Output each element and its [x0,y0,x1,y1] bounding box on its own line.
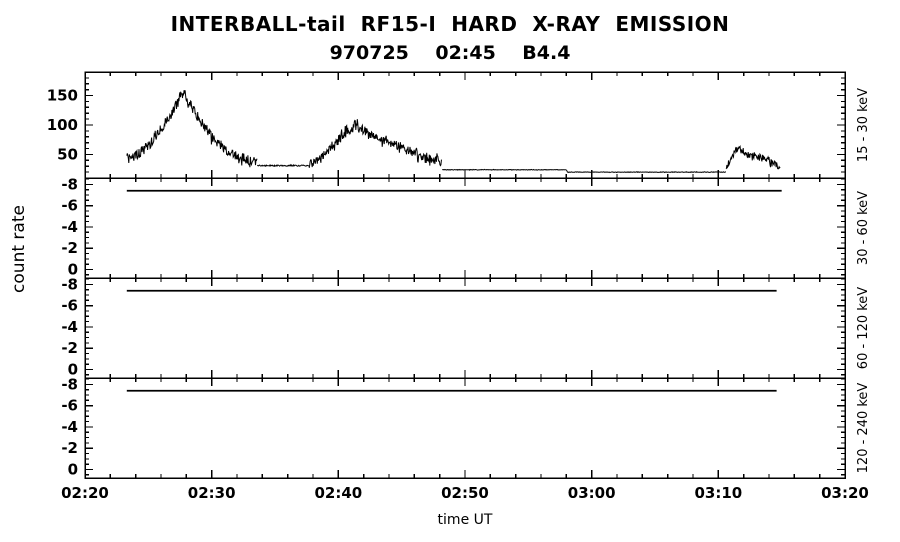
panel-unit-label-120-240keV: 120 - 240 keV [856,383,871,474]
y-tick-label: -8 [61,175,78,193]
x-tick-label: 02:20 [61,484,109,502]
panel-frame-15-30keV [84,71,846,179]
panel-frame-120-240keV [84,377,846,479]
y-tick-label: -4 [61,418,78,436]
y-tick-label: 0 [68,260,78,278]
x-tick-label: 02:40 [314,484,362,502]
x-tick-label: 02:30 [188,484,236,502]
y-tick-label: 100 [47,116,78,134]
panel-frame-30-60keV [84,177,846,279]
x-tick-label: 03:10 [694,484,742,502]
x-tick-label: 02:50 [441,484,489,502]
y-tick-label: -2 [61,439,78,457]
panel-frame-60-120keV [84,277,846,379]
panel-unit-label-30-60keV: 30 - 60 keV [856,191,871,265]
y-tick-label: 0 [68,360,78,378]
x-axis-label: time UT [437,512,493,528]
series-15-30keV-interflare-level [256,163,310,168]
x-tick-label: 03:20 [821,484,869,502]
y-tick-label: -4 [61,318,78,336]
series-15-30keV-burst-1 [126,90,258,168]
y-tick-label: -6 [61,197,78,215]
series-15-30keV-quiet-level [442,168,726,174]
y-tick-label: -2 [61,239,78,257]
y-tick-label: -6 [61,297,78,315]
y-tick-label: -6 [61,397,78,415]
panel-unit-label-60-120keV: 60 - 120 keV [856,287,871,370]
y-tick-label: 150 [47,87,78,105]
y-tick-label: -4 [61,218,78,236]
y-tick-label: -2 [61,339,78,357]
chart-subtitle: 970725 02:45 B4.4 [329,42,571,64]
y-tick-label: 50 [57,145,78,163]
series-15-30keV-burst-2 [308,119,443,168]
x-tick-label: 03:00 [568,484,616,502]
series-15-30keV-burst-3 [725,144,781,170]
panel-unit-label-15-30keV: 15 - 30 keV [856,88,871,162]
y-tick-label: -8 [61,275,78,293]
y-tick-label: 0 [68,460,78,478]
y-tick-label: -8 [61,375,78,393]
chart-title: INTERBALL-tail RF15-I HARD X-RAY EMISSIO… [170,12,730,36]
